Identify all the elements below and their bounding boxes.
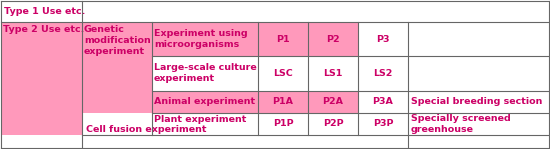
Text: Type 2 Use etc.: Type 2 Use etc.: [3, 25, 84, 34]
Bar: [408, 56, 549, 91]
Text: P2A: P2A: [322, 97, 344, 107]
Text: P3: P3: [376, 35, 390, 44]
Bar: [358, 113, 408, 135]
Bar: [358, 91, 408, 113]
Text: LS1: LS1: [323, 69, 343, 77]
Bar: [408, 91, 549, 113]
Bar: [1, 22, 82, 135]
Bar: [258, 56, 308, 91]
Text: P2P: P2P: [323, 119, 343, 128]
Text: LS2: LS2: [373, 69, 393, 77]
Text: P3A: P3A: [372, 97, 393, 107]
Bar: [82, 22, 152, 113]
Text: P2: P2: [326, 35, 340, 44]
Bar: [152, 1, 549, 22]
Text: P1: P1: [276, 35, 290, 44]
Bar: [308, 22, 358, 56]
Bar: [308, 91, 358, 113]
Bar: [258, 113, 308, 135]
Bar: [258, 22, 308, 56]
Text: Experiment using
microorganisms: Experiment using microorganisms: [154, 29, 248, 49]
Bar: [152, 22, 258, 56]
Text: Large-scale culture
experiment: Large-scale culture experiment: [154, 63, 257, 83]
Bar: [358, 22, 408, 56]
Bar: [358, 56, 408, 91]
Bar: [408, 113, 549, 147]
Text: Cell fusion experiment: Cell fusion experiment: [86, 125, 206, 135]
Bar: [152, 56, 258, 91]
Bar: [152, 91, 258, 113]
Text: Animal experiment: Animal experiment: [154, 97, 255, 107]
Bar: [1, 1, 152, 22]
Text: P3P: P3P: [373, 119, 393, 128]
Text: Plant experiment: Plant experiment: [154, 114, 246, 124]
Text: P1A: P1A: [272, 97, 294, 107]
Bar: [152, 113, 258, 135]
Bar: [408, 22, 549, 56]
Text: Type 1 Use etc.: Type 1 Use etc.: [4, 7, 85, 15]
Bar: [308, 56, 358, 91]
Bar: [258, 91, 308, 113]
Text: Genetic
modification
experiment: Genetic modification experiment: [84, 25, 151, 56]
Text: Special breeding section: Special breeding section: [411, 97, 542, 107]
Bar: [308, 113, 358, 135]
Bar: [82, 113, 550, 148]
Text: LSC: LSC: [273, 69, 293, 77]
Text: P1P: P1P: [273, 119, 293, 128]
Text: Specially screened
greenhouse: Specially screened greenhouse: [411, 114, 511, 134]
